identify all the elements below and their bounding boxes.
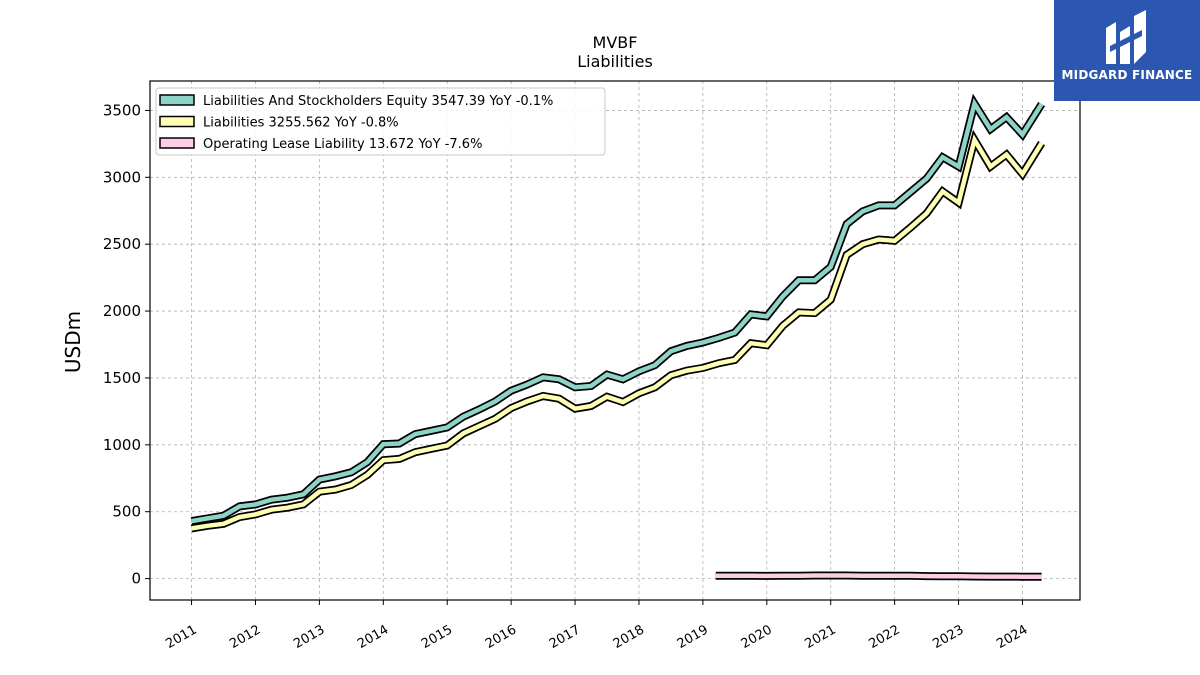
y-tick-label: 500 <box>112 503 141 521</box>
x-tick-label: 2022 <box>866 622 902 652</box>
y-tick-label: 3500 <box>103 101 141 119</box>
x-tick-label: 2012 <box>227 622 263 652</box>
x-tick-label: 2017 <box>547 622 583 652</box>
y-tick-label: 0 <box>131 570 141 588</box>
series-line-1 <box>191 134 1044 531</box>
y-tick-label: 1500 <box>103 369 141 387</box>
series-line-0 <box>191 98 1044 524</box>
y-tick-label: 2000 <box>103 302 141 320</box>
x-tick-label: 2020 <box>739 622 775 652</box>
series-lines <box>190 93 1046 581</box>
legend-swatch <box>159 137 195 149</box>
brand-logo: MIDGARD FINANCE <box>1054 0 1200 101</box>
legend-box <box>155 87 606 156</box>
legend-swatch <box>159 115 195 128</box>
y-tick-label: 2500 <box>103 235 141 253</box>
x-tick-label: 2024 <box>994 622 1030 652</box>
x-tick-label: 2013 <box>291 622 327 652</box>
legend-entry: Liabilities 3255.562 YoY -0.8% <box>203 116 399 131</box>
legend-swatch <box>159 94 195 106</box>
legend: Liabilities And Stockholders Equity 3547… <box>155 87 606 156</box>
x-tick-label: 2011 <box>163 622 199 652</box>
x-tick-label: 2023 <box>930 622 966 652</box>
x-tick-label: 2015 <box>419 622 455 652</box>
chart-subtitle: Liabilities <box>577 52 653 71</box>
x-tick-label: 2019 <box>675 622 711 652</box>
series-line-2 <box>715 573 1042 580</box>
y-tick-label: 3000 <box>103 168 141 186</box>
legend-entry: Operating Lease Liability 13.672 YoY -7.… <box>203 137 482 152</box>
y-tick-label: 1000 <box>103 436 141 454</box>
logo-mark-icon <box>1106 10 1146 64</box>
brand-name: MIDGARD FINANCE <box>1061 68 1193 82</box>
x-ticks: 2011 2012 2013 2014 2015 2016 2017 2018 2019 2020… <box>163 600 1030 652</box>
chart-title: MVBF <box>593 33 638 52</box>
x-tick-label: 2021 <box>803 622 839 652</box>
legend-entry: Liabilities And Stockholders Equity 3547… <box>203 94 553 109</box>
y-axis-label: USDm <box>61 311 85 373</box>
x-tick-label: 2018 <box>611 622 647 652</box>
y-ticks: 0 500 1000 1500 2000 2500 3000 3500 <box>103 101 150 588</box>
plot-frame <box>149 80 1081 601</box>
x-tick-label: 2016 <box>483 622 519 652</box>
x-tick-label: 2014 <box>355 622 391 652</box>
